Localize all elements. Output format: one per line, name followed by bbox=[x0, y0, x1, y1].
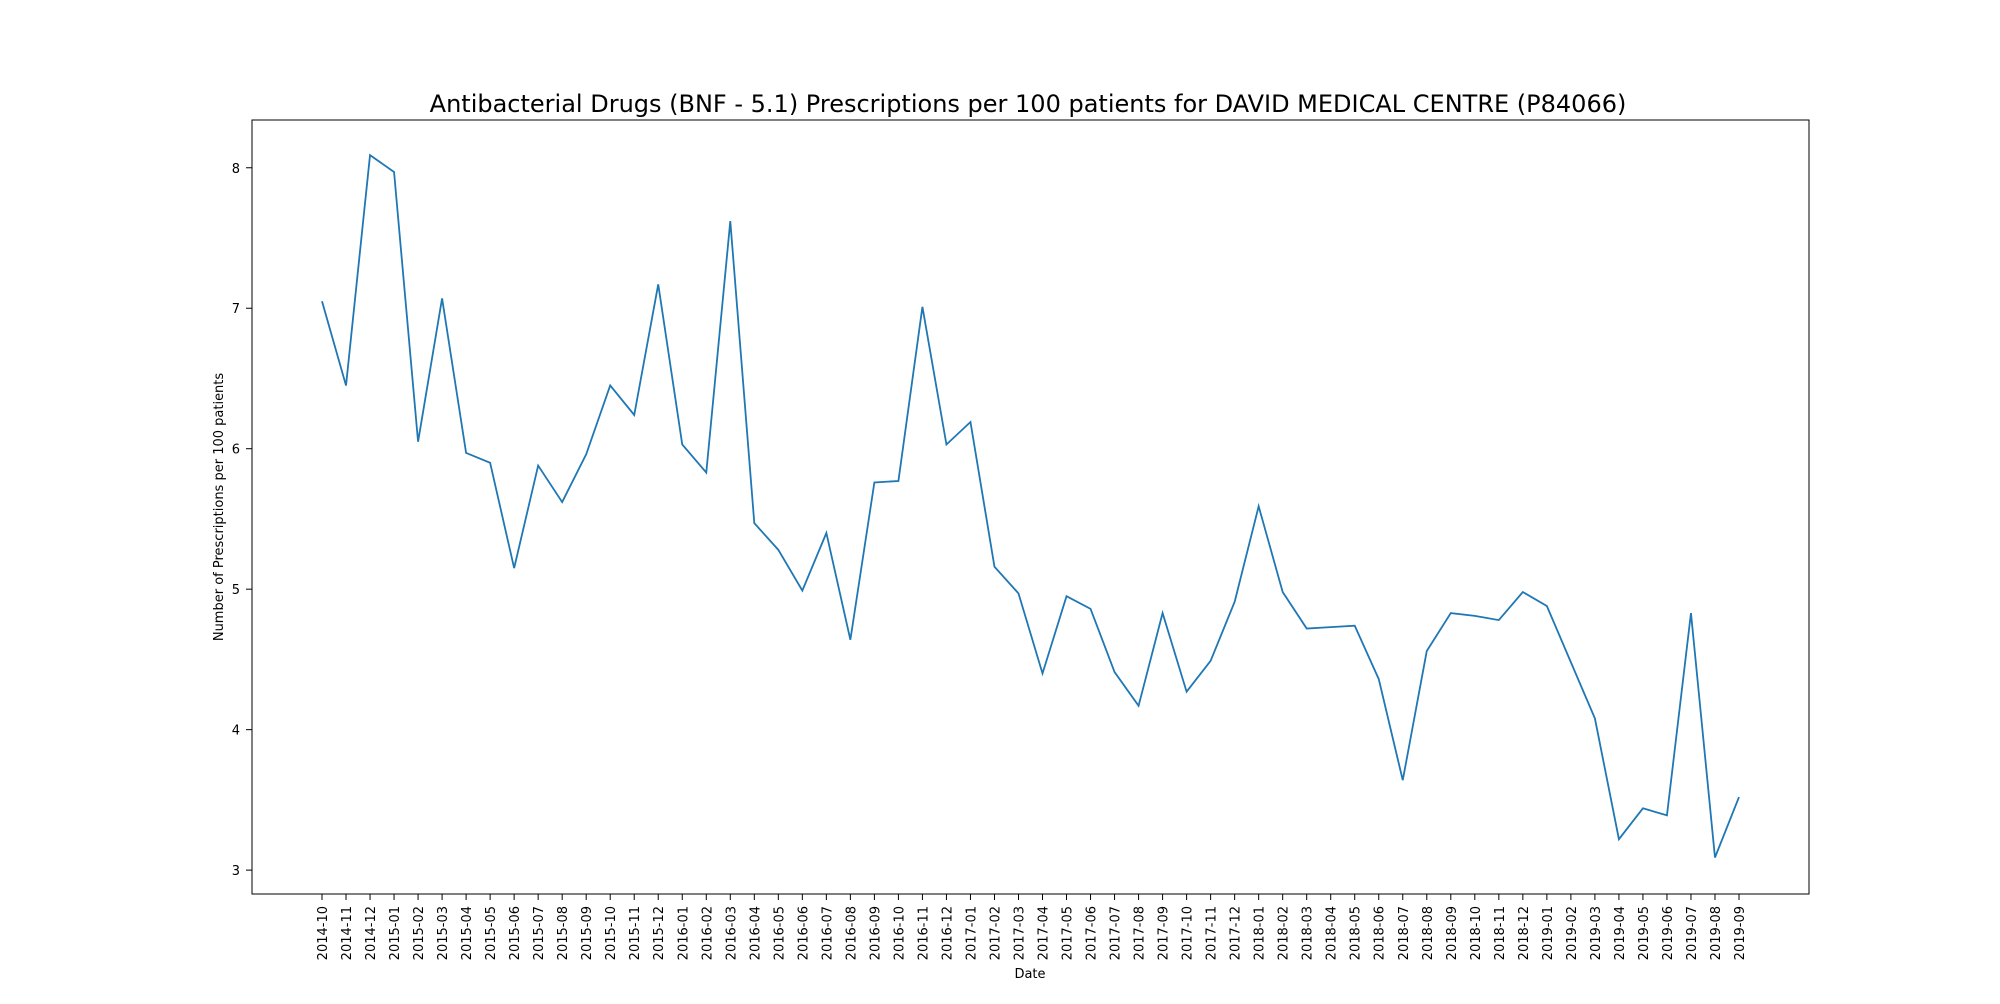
x-tick-label: 2016-12 bbox=[940, 906, 955, 960]
y-tick-label: 7 bbox=[232, 302, 240, 317]
x-tick-label: 2017-11 bbox=[1205, 906, 1220, 960]
x-tick-label: 2018-12 bbox=[1517, 906, 1532, 960]
x-tick-label: 2017-07 bbox=[1109, 906, 1124, 960]
x-tick-label: 2019-02 bbox=[1565, 906, 1580, 960]
x-tick-label: 2015-08 bbox=[556, 906, 571, 960]
x-tick-label: 2017-08 bbox=[1133, 906, 1148, 960]
x-tick-label: 2017-12 bbox=[1229, 906, 1244, 960]
x-tick-label: 2019-06 bbox=[1661, 906, 1676, 960]
series-line bbox=[321, 153, 1740, 858]
y-tick-label: 5 bbox=[232, 583, 240, 598]
x-tick-label: 2017-04 bbox=[1037, 906, 1052, 960]
x-tick-label: 2017-01 bbox=[964, 906, 979, 960]
x-tick-label: 2015-12 bbox=[652, 906, 667, 960]
x-tick-label: 2015-02 bbox=[412, 906, 427, 960]
x-tick-label: 2016-04 bbox=[748, 906, 763, 960]
x-axis-label: Date bbox=[1014, 967, 1045, 982]
x-tick-label: 2014-11 bbox=[340, 906, 355, 960]
x-tick-label: 2017-09 bbox=[1157, 906, 1172, 960]
x-tick-label: 2016-06 bbox=[796, 906, 811, 960]
x-tick-label: 2016-01 bbox=[676, 906, 691, 960]
x-tick-label: 2015-10 bbox=[604, 906, 619, 960]
y-tick-label: 4 bbox=[232, 724, 240, 739]
x-tick-label: 2017-02 bbox=[988, 906, 1003, 960]
y-axis: 3 4 5 6 7 8 bbox=[232, 162, 252, 879]
x-tick-label: 2015-04 bbox=[460, 906, 475, 960]
x-tick-label: 2019-08 bbox=[1709, 906, 1724, 960]
x-tick-label: 2017-03 bbox=[1012, 906, 1027, 960]
x-tick-label: 2017-06 bbox=[1085, 906, 1100, 960]
x-tick-label: 2018-04 bbox=[1325, 906, 1340, 960]
y-tick-label: 6 bbox=[232, 443, 240, 458]
x-tick-label: 2014-10 bbox=[316, 906, 331, 960]
x-tick-label: 2018-11 bbox=[1493, 906, 1508, 960]
data-points bbox=[320, 153, 1741, 859]
y-axis-label: Number of Prescriptions per 100 patients bbox=[212, 373, 227, 642]
x-tick-label: 2015-03 bbox=[436, 906, 451, 960]
x-tick-label: 2016-10 bbox=[892, 906, 907, 960]
x-tick-label: 2019-07 bbox=[1685, 906, 1700, 960]
x-tick-label: 2016-08 bbox=[844, 906, 859, 960]
plot-frame bbox=[251, 119, 1810, 895]
x-tick-label: 2016-03 bbox=[724, 906, 739, 960]
x-tick-label: 2018-10 bbox=[1469, 906, 1484, 960]
x-tick-label: 2018-09 bbox=[1445, 906, 1460, 960]
x-tick-label: 2017-05 bbox=[1061, 906, 1076, 960]
x-tick-label: 2018-05 bbox=[1349, 906, 1364, 960]
x-tick-label: 2015-01 bbox=[388, 906, 403, 960]
x-tick-label: 2015-07 bbox=[532, 906, 547, 960]
x-tick-label: 2018-07 bbox=[1397, 906, 1412, 960]
x-axis: 2014-10 2014-11 2014-12 2015-01 2015-02 2015-… bbox=[316, 894, 1748, 960]
x-tick-label: 2019-04 bbox=[1613, 906, 1628, 960]
y-tick-label: 3 bbox=[232, 864, 240, 879]
x-tick-label: 2014-12 bbox=[364, 906, 379, 960]
x-tick-label: 2016-07 bbox=[820, 906, 835, 960]
x-tick-label: 2015-06 bbox=[508, 906, 523, 960]
x-tick-label: 2015-11 bbox=[628, 906, 643, 960]
x-tick-label: 2019-03 bbox=[1589, 906, 1604, 960]
x-tick-label: 2015-05 bbox=[484, 906, 499, 960]
x-tick-label: 2019-01 bbox=[1541, 906, 1556, 960]
x-tick-label: 2017-10 bbox=[1181, 906, 1196, 960]
chart-title: Antibacterial Drugs (BNF - 5.1) Prescrip… bbox=[430, 90, 1627, 118]
x-tick-label: 2016-11 bbox=[916, 906, 931, 960]
y-tick-label: 8 bbox=[232, 162, 240, 177]
x-tick-label: 2019-09 bbox=[1733, 906, 1748, 960]
x-tick-label: 2018-06 bbox=[1373, 906, 1388, 960]
x-tick-label: 2016-09 bbox=[868, 906, 883, 960]
x-tick-label: 2016-05 bbox=[772, 906, 787, 960]
x-tick-label: 2015-09 bbox=[580, 906, 595, 960]
x-tick-label: 2019-05 bbox=[1637, 906, 1652, 960]
x-tick-label: 2018-01 bbox=[1253, 906, 1268, 960]
x-tick-label: 2018-02 bbox=[1277, 906, 1292, 960]
x-tick-label: 2018-03 bbox=[1301, 906, 1316, 960]
x-tick-label: 2018-08 bbox=[1421, 906, 1436, 960]
x-tick-label: 2016-02 bbox=[700, 906, 715, 960]
